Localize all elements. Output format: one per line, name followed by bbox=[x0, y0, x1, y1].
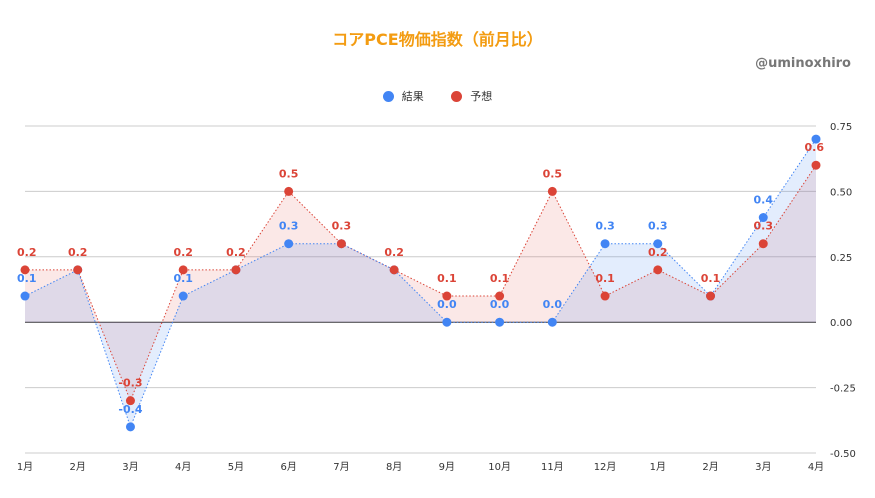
data-point bbox=[811, 134, 821, 144]
x-tick-label: 4月 bbox=[175, 461, 191, 473]
data-point bbox=[125, 422, 135, 432]
data-label: 0.4 bbox=[754, 194, 774, 207]
data-point bbox=[231, 265, 241, 275]
x-tick-label: 2月 bbox=[702, 461, 718, 473]
y-tick-label: -0.50 bbox=[830, 449, 856, 460]
data-point bbox=[284, 239, 294, 249]
y-tick-label: 0.50 bbox=[830, 187, 852, 198]
x-tick-label: 1月 bbox=[650, 461, 666, 473]
data-point bbox=[178, 265, 188, 275]
x-tick-label: 7月 bbox=[333, 461, 349, 473]
x-tick-label: 11月 bbox=[541, 461, 564, 473]
data-label: 0.6 bbox=[805, 141, 825, 154]
data-point bbox=[20, 291, 30, 301]
data-label: 0.1 bbox=[17, 272, 37, 285]
y-tick-label: 0.25 bbox=[830, 253, 852, 264]
x-tick-label: 8月 bbox=[386, 461, 402, 473]
data-label: 0.3 bbox=[595, 220, 615, 233]
data-label: 0.2 bbox=[17, 246, 37, 259]
y-tick-label: 0.75 bbox=[830, 122, 852, 133]
data-point bbox=[600, 239, 610, 249]
legend-dot-icon bbox=[382, 90, 394, 102]
data-point bbox=[547, 317, 557, 327]
series-area-0 bbox=[25, 139, 816, 427]
data-point bbox=[653, 265, 663, 275]
y-tick-label: -0.25 bbox=[830, 384, 856, 395]
watermark: @uminoxhiro bbox=[755, 56, 851, 71]
data-label: 0.5 bbox=[543, 167, 563, 180]
x-tick-label: 4月 bbox=[808, 461, 824, 473]
data-label: 0.3 bbox=[279, 220, 299, 233]
data-point bbox=[706, 291, 716, 301]
data-label: 0.1 bbox=[437, 272, 457, 285]
chart-title: コアPCE物価指数（前月比） bbox=[332, 30, 543, 49]
legend: 結果 予想 bbox=[0, 88, 875, 105]
data-label: 0.2 bbox=[173, 246, 193, 259]
data-label: 0.0 bbox=[490, 298, 510, 311]
data-label: 0.1 bbox=[701, 272, 721, 285]
x-tick-label: 2月 bbox=[70, 461, 86, 473]
data-label: -0.4 bbox=[118, 403, 142, 416]
data-label: 0.2 bbox=[648, 246, 668, 259]
data-point bbox=[442, 317, 452, 327]
legend-item-actual[interactable]: 結果 bbox=[382, 88, 424, 104]
data-label: 0.1 bbox=[490, 272, 510, 285]
x-tick-label: 6月 bbox=[280, 461, 296, 473]
data-point bbox=[73, 265, 83, 275]
data-label: 0.1 bbox=[595, 272, 615, 285]
data-label: 0.0 bbox=[543, 298, 563, 311]
data-point bbox=[653, 239, 663, 249]
data-label: 0.3 bbox=[754, 220, 774, 233]
data-point bbox=[125, 396, 135, 406]
data-point bbox=[284, 186, 294, 196]
x-tick-label: 5月 bbox=[228, 461, 244, 473]
x-tick-label: 3月 bbox=[755, 461, 771, 473]
data-label: 0.3 bbox=[648, 220, 668, 233]
series-area-1 bbox=[25, 165, 816, 401]
data-point bbox=[547, 186, 557, 196]
x-tick-label: 10月 bbox=[488, 461, 511, 473]
legend-dot-icon bbox=[451, 90, 463, 102]
data-point bbox=[336, 239, 346, 249]
y-tick-label: 0.00 bbox=[830, 318, 852, 329]
data-point bbox=[600, 291, 610, 301]
data-point bbox=[495, 317, 505, 327]
x-tick-label: 12月 bbox=[594, 461, 617, 473]
data-label: 0.3 bbox=[332, 220, 352, 233]
x-tick-label: 9月 bbox=[439, 461, 455, 473]
data-point bbox=[20, 265, 30, 275]
data-label: 0.2 bbox=[384, 246, 404, 259]
data-point bbox=[178, 291, 188, 301]
data-label: 0.5 bbox=[279, 167, 299, 180]
data-point bbox=[389, 265, 399, 275]
data-label: 0.2 bbox=[68, 246, 88, 259]
data-point bbox=[758, 213, 768, 223]
legend-label: 結果 bbox=[401, 90, 424, 103]
data-label: -0.3 bbox=[118, 377, 142, 390]
data-point bbox=[811, 160, 821, 170]
data-point bbox=[758, 239, 768, 249]
data-label: 0.1 bbox=[173, 272, 193, 285]
legend-item-forecast[interactable]: 予想 bbox=[451, 88, 492, 104]
data-label: 0.0 bbox=[437, 298, 457, 311]
x-tick-label: 1月 bbox=[17, 461, 33, 473]
legend-label: 予想 bbox=[470, 90, 493, 103]
series-line-0 bbox=[24, 138, 817, 429]
data-point bbox=[495, 291, 505, 301]
x-tick-label: 3月 bbox=[122, 461, 138, 473]
data-point bbox=[442, 291, 452, 301]
series-line-1 bbox=[25, 164, 817, 403]
data-label: 0.2 bbox=[226, 246, 246, 259]
